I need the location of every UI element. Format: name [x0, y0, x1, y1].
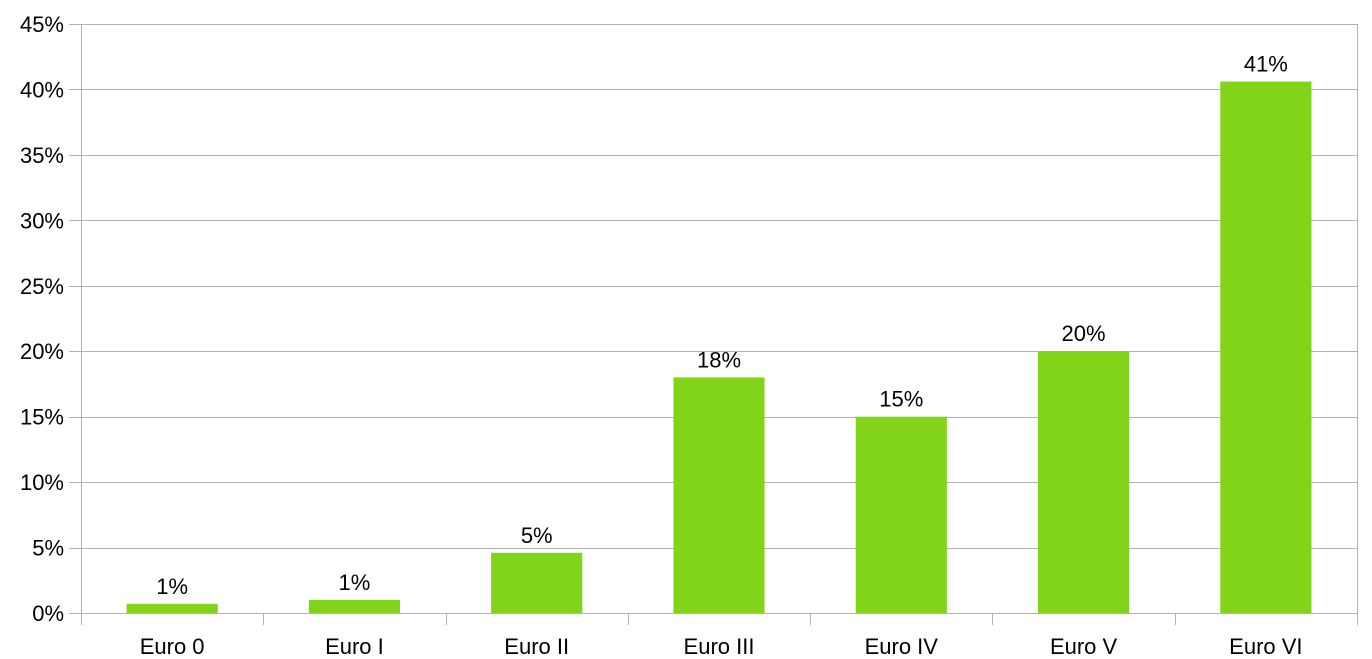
data-label: 1%	[339, 570, 371, 595]
bar	[491, 552, 583, 613]
x-category-label: Euro 0	[140, 634, 205, 659]
bars	[126, 81, 1312, 613]
y-tick-label: 15%	[20, 405, 64, 430]
bar	[1038, 351, 1130, 613]
axes	[69, 24, 1358, 625]
y-tick-label: 5%	[32, 536, 64, 561]
data-labels: 1% 1% 5% 18% 15% 20% 41%	[156, 52, 1288, 599]
y-tick-label: 25%	[20, 274, 64, 299]
y-tick-label: 40%	[20, 77, 64, 102]
bar	[855, 416, 947, 613]
x-category-label: Euro III	[684, 634, 755, 659]
x-category-label: Euro V	[1050, 634, 1118, 659]
y-tick-label: 0%	[32, 601, 64, 626]
bar	[126, 603, 218, 613]
y-axis-tick-labels: 0% 5% 10% 15% 20% 25% 30% 35% 40% 45%	[20, 12, 64, 626]
y-tick-label: 45%	[20, 12, 64, 37]
x-axis-category-labels: Euro 0 Euro I Euro II Euro III Euro IV Euro V…	[140, 634, 1303, 659]
grid-lines	[81, 24, 1357, 549]
x-category-label: Euro IV	[865, 634, 939, 659]
data-label: 15%	[879, 387, 923, 412]
data-label: 1%	[156, 574, 188, 599]
data-label: 5%	[521, 523, 553, 548]
bar	[673, 377, 765, 613]
bar	[308, 599, 400, 613]
x-category-label: Euro I	[325, 634, 384, 659]
y-tick-label: 20%	[20, 339, 64, 364]
y-tick-label: 35%	[20, 143, 64, 168]
x-category-label: Euro II	[504, 634, 569, 659]
y-tick-label: 30%	[20, 208, 64, 233]
data-label: 20%	[1062, 321, 1106, 346]
data-label: 18%	[697, 347, 741, 372]
x-category-label: Euro VI	[1229, 634, 1302, 659]
data-label: 41%	[1244, 52, 1288, 77]
y-tick-label: 10%	[20, 470, 64, 495]
bar	[1220, 81, 1312, 613]
